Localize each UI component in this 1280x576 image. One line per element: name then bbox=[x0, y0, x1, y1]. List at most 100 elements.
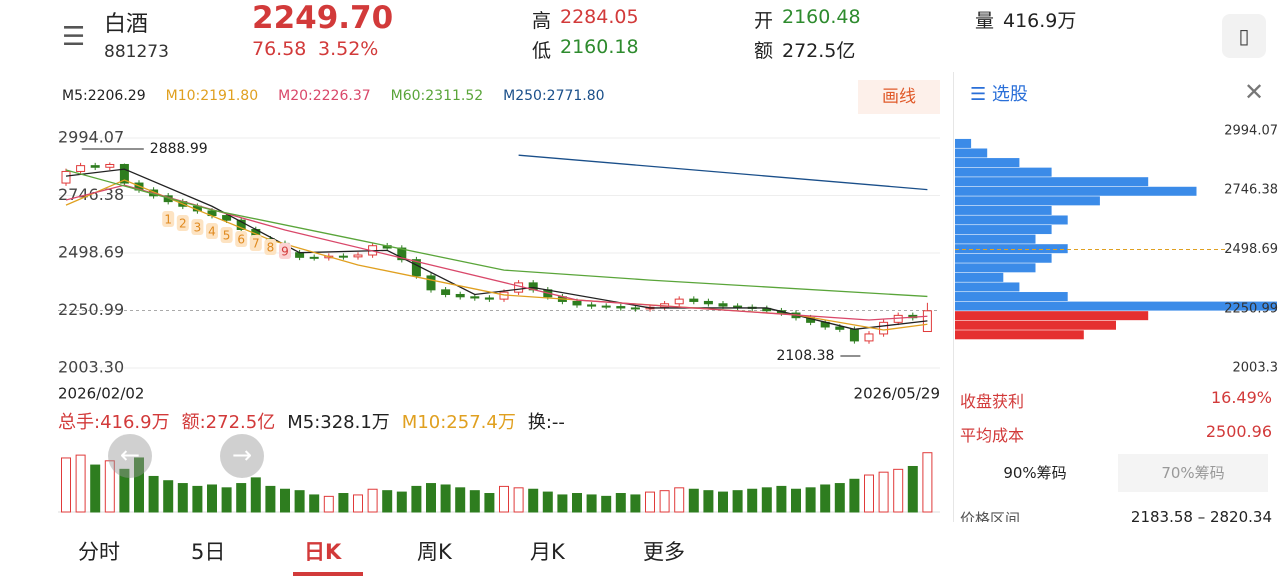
candle-body bbox=[470, 296, 480, 299]
candle-body bbox=[76, 165, 86, 172]
tab[interactable]: 更多 bbox=[643, 540, 685, 564]
td-count: 9 bbox=[281, 245, 289, 259]
volume-bar bbox=[615, 493, 626, 513]
volume-bar bbox=[411, 485, 422, 513]
volume-bar bbox=[119, 468, 130, 513]
volume-bar bbox=[250, 477, 261, 513]
volume-bar bbox=[513, 487, 524, 513]
chip-bar bbox=[955, 330, 1084, 340]
candle-body bbox=[265, 238, 275, 244]
candle-body bbox=[222, 215, 232, 221]
candle-body bbox=[251, 228, 261, 240]
chip-bar bbox=[955, 148, 988, 158]
volume-bar bbox=[426, 483, 436, 513]
td-badge bbox=[235, 231, 248, 247]
volume-bar bbox=[382, 490, 393, 513]
value: 272.5亿 bbox=[782, 40, 856, 62]
value: 2284.05 bbox=[560, 6, 639, 28]
y-tick-label: 2498.69 bbox=[1224, 242, 1278, 257]
candle-body bbox=[192, 205, 202, 212]
volume-bar bbox=[630, 494, 641, 513]
value: 416.9万 bbox=[1003, 10, 1077, 32]
volume-bar bbox=[236, 483, 247, 513]
phone-button[interactable]: ▯ bbox=[1222, 14, 1266, 58]
volume-bar bbox=[148, 475, 159, 513]
candle-body bbox=[90, 165, 100, 168]
tab[interactable]: 日K bbox=[304, 540, 342, 564]
candle-body bbox=[557, 296, 567, 302]
tab[interactable]: 90%筹码 bbox=[960, 454, 1110, 492]
candle-body bbox=[572, 300, 582, 306]
change-pct: 3.52% bbox=[318, 38, 379, 60]
y-tick-label: 2003.3 bbox=[1233, 361, 1279, 376]
y-tick-label: 2003.30 bbox=[58, 358, 124, 377]
tab[interactable]: 70%筹码 bbox=[1118, 454, 1268, 492]
chip-bar bbox=[955, 253, 1052, 263]
candle-body bbox=[149, 189, 159, 197]
arrow: ← bbox=[120, 441, 140, 469]
volume-bar bbox=[747, 488, 758, 513]
volume-bar bbox=[805, 487, 816, 513]
volume-bar bbox=[776, 485, 787, 513]
chip-bar bbox=[955, 205, 1052, 215]
td-count: 1 bbox=[164, 213, 172, 227]
label: 高 bbox=[532, 10, 552, 32]
volume-bar bbox=[907, 465, 918, 513]
button-label: 画线 bbox=[882, 87, 916, 107]
select-stock[interactable]: ☰ 选股 bbox=[970, 84, 1028, 105]
tab[interactable]: 周K bbox=[417, 540, 452, 564]
volume-bar bbox=[177, 483, 188, 513]
volume-bar bbox=[601, 495, 612, 513]
td-badge bbox=[162, 211, 175, 227]
scroll-button bbox=[220, 434, 264, 478]
chip-bar bbox=[955, 225, 1052, 235]
volume-bar bbox=[104, 460, 115, 513]
summary-item: M10:257.4万 bbox=[401, 412, 516, 433]
volume-bar bbox=[820, 484, 831, 513]
candle-body bbox=[587, 304, 597, 307]
chip-bar bbox=[955, 186, 1197, 196]
candle-body bbox=[528, 282, 538, 291]
chip-bar bbox=[955, 215, 1068, 225]
volume-bar bbox=[134, 457, 144, 513]
volume-bar bbox=[791, 488, 801, 513]
ma-legend-item: M250:2771.80 bbox=[503, 88, 605, 104]
y-tick-label: 2746.38 bbox=[58, 185, 124, 204]
candle-body bbox=[806, 317, 816, 323]
candle-body bbox=[543, 289, 553, 298]
tab[interactable]: 分时 bbox=[78, 540, 120, 564]
volume-bar bbox=[542, 491, 553, 513]
volume-bar bbox=[163, 480, 174, 513]
chip-bar bbox=[955, 138, 972, 148]
low-annotation: 2108.38 bbox=[776, 348, 834, 364]
ma-line bbox=[65, 168, 928, 330]
volume-bar bbox=[75, 454, 86, 513]
volume-bar bbox=[484, 493, 495, 513]
td-badge bbox=[176, 215, 189, 231]
volume-bar bbox=[893, 468, 904, 513]
close-button[interactable]: ✕ bbox=[1244, 78, 1265, 106]
volume-bar bbox=[688, 488, 699, 513]
ma-line bbox=[65, 179, 928, 331]
price: 2249.70 bbox=[252, 0, 394, 36]
draw-line-button[interactable]: 画线 bbox=[858, 80, 940, 114]
chip-bar bbox=[955, 234, 1036, 244]
candle-body bbox=[382, 245, 392, 249]
y-tick-label: 2498.69 bbox=[58, 242, 124, 261]
candle-body bbox=[309, 256, 319, 259]
volume-bar bbox=[732, 490, 743, 513]
candle-body bbox=[236, 219, 246, 230]
y-tick-label: 2250.99 bbox=[1224, 301, 1278, 316]
label: 收盘获利 bbox=[960, 392, 1025, 411]
volume-bar bbox=[834, 483, 845, 513]
chip-bar bbox=[955, 177, 1149, 187]
candle-body bbox=[324, 255, 334, 259]
candle-body bbox=[674, 298, 684, 305]
volume-bar bbox=[367, 488, 378, 513]
tab[interactable]: 月K bbox=[530, 540, 565, 564]
chip-bar bbox=[955, 282, 1020, 292]
menu-icon[interactable]: ☰ bbox=[62, 22, 86, 52]
candle-body bbox=[718, 303, 728, 307]
candle-body bbox=[105, 163, 115, 168]
tab[interactable]: 5日 bbox=[191, 540, 226, 564]
